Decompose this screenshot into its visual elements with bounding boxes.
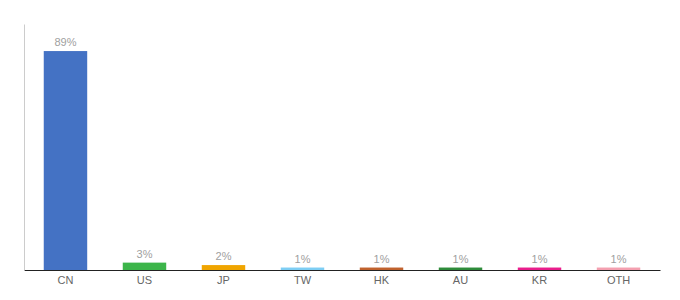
data-label: 89%: [54, 36, 76, 48]
data-label: 1%: [374, 253, 390, 265]
x-tick-label: AU: [453, 274, 468, 286]
bar: [123, 263, 166, 270]
x-tick-label: CN: [58, 274, 74, 286]
bar: [597, 268, 640, 270]
x-tick: KR: [532, 274, 547, 286]
plot: CN US JP TW HK AU KR OTH 89% 3% 2% 1% 1% 1% 1% 1%: [25, 25, 661, 286]
data-label: 1%: [453, 253, 469, 265]
x-tick-label: JP: [217, 274, 230, 286]
x-tick: US: [137, 274, 152, 286]
bars: [44, 51, 640, 270]
bar: [202, 265, 245, 270]
x-tick-label: TW: [294, 274, 312, 286]
data-label: 1%: [611, 253, 627, 265]
x-tick: HK: [374, 274, 390, 286]
x-tick-label: OTH: [607, 274, 630, 286]
x-axis-line: [25, 270, 661, 271]
x-tick: AU: [453, 274, 468, 286]
x-axis: CN US JP TW HK AU KR OTH: [25, 271, 661, 286]
x-tick: CN: [58, 274, 74, 286]
bar: [518, 268, 561, 270]
x-tick: TW: [294, 274, 312, 286]
bar: [360, 268, 403, 270]
x-tick: JP: [217, 274, 230, 286]
x-tick-label: KR: [532, 274, 547, 286]
data-label: 1%: [295, 253, 311, 265]
x-tick-label: US: [137, 274, 152, 286]
data-labels: 89% 3% 2% 1% 1% 1% 1% 1%: [54, 36, 626, 264]
data-label: 3%: [137, 248, 153, 260]
bar: [44, 51, 87, 270]
data-label: 1%: [532, 253, 548, 265]
y-axis: [24, 25, 25, 271]
y-axis-line: [24, 25, 25, 271]
chart: CN US JP TW HK AU KR OTH 89% 3% 2% 1% 1% 1% 1% 1%: [0, 0, 680, 300]
x-tick: OTH: [607, 274, 630, 286]
x-tick-label: HK: [374, 274, 390, 286]
bar: [439, 268, 482, 270]
data-label: 2%: [216, 250, 232, 262]
bar: [281, 268, 324, 270]
